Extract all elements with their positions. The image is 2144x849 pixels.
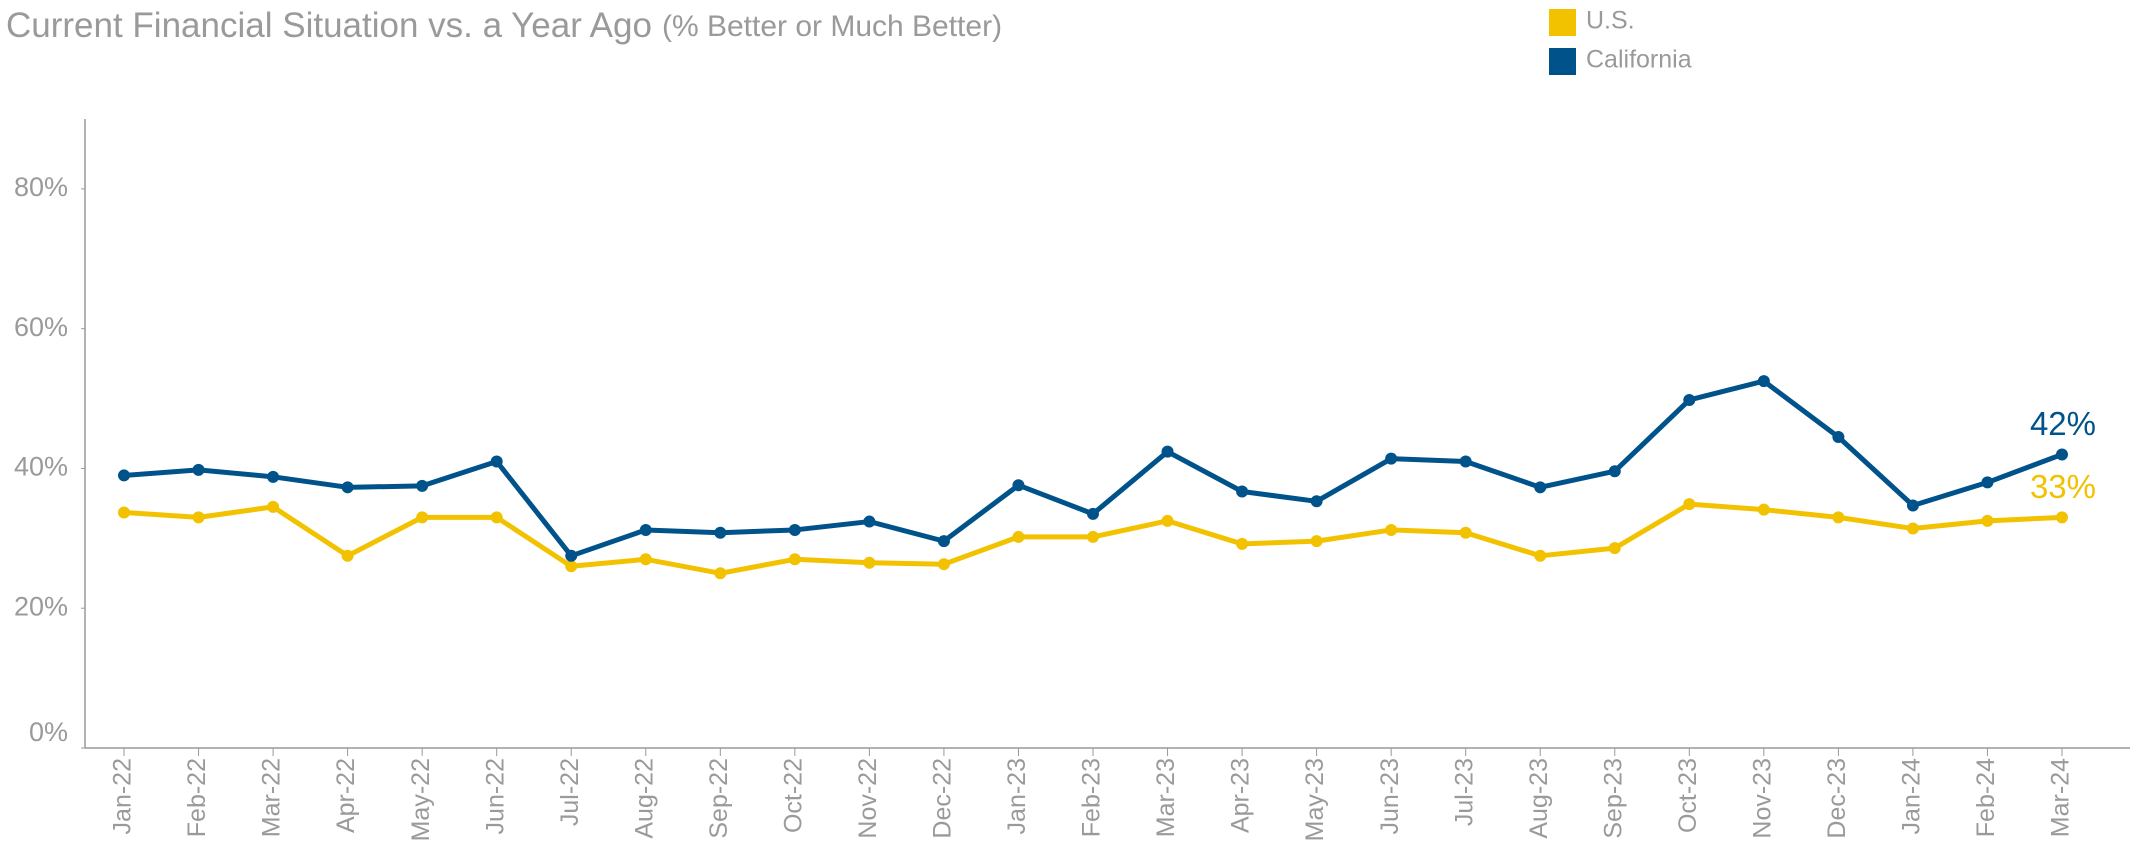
data-point xyxy=(490,511,503,524)
data-point xyxy=(1012,530,1025,543)
data-point xyxy=(2056,448,2068,461)
legend-label: California xyxy=(1586,46,1692,74)
data-point xyxy=(1087,530,1099,543)
data-point xyxy=(863,556,876,569)
data-point xyxy=(1459,526,1472,539)
data-label: 33% xyxy=(2030,468,2096,505)
y-tick-label: 20% xyxy=(14,591,68,621)
data-point xyxy=(714,526,727,539)
data-point xyxy=(1534,549,1547,562)
legend-label: U.S. xyxy=(1586,7,1635,35)
data-point xyxy=(1385,523,1398,536)
data-point xyxy=(1236,537,1249,550)
data-point xyxy=(1757,503,1770,516)
data-point xyxy=(1310,535,1323,548)
data-point xyxy=(341,549,354,562)
x-tick-label: Oct-23 xyxy=(1674,758,1702,833)
x-tick-label: Nov-23 xyxy=(1748,758,1776,839)
data-point xyxy=(714,567,727,580)
data-point xyxy=(1757,375,1770,388)
data-point xyxy=(416,511,429,524)
x-tick-label: Feb-23 xyxy=(1078,758,1106,837)
x-tick-label: May-23 xyxy=(1301,758,1329,841)
y-tick-label: 0% xyxy=(29,717,68,747)
y-tick-label: 60% xyxy=(14,312,68,342)
data-point xyxy=(1161,445,1174,458)
data-point xyxy=(490,455,503,468)
x-tick-label: Jan-23 xyxy=(1003,758,1031,834)
data-point xyxy=(1683,498,1696,511)
x-tick-label: Feb-24 xyxy=(1972,758,2000,837)
x-tick-label: Jun-22 xyxy=(481,758,509,834)
x-tick-label: Jun-23 xyxy=(1376,758,1404,834)
data-point xyxy=(1906,522,1919,535)
data-point xyxy=(788,523,801,536)
data-point xyxy=(1683,393,1696,406)
x-tick-label: Sep-22 xyxy=(705,758,733,839)
x-tick-label: Sep-23 xyxy=(1599,758,1627,839)
x-tick-label: Nov-22 xyxy=(854,758,882,839)
data-point xyxy=(267,470,280,483)
x-tick-label: Dec-23 xyxy=(1823,758,1851,839)
data-point xyxy=(1310,495,1323,508)
y-tick-label: 40% xyxy=(14,452,68,482)
data-point xyxy=(2056,511,2068,524)
data-point xyxy=(1608,542,1621,555)
x-tick-label: Mar-24 xyxy=(2047,758,2075,837)
data-point xyxy=(1832,511,1845,524)
data-point xyxy=(1832,430,1845,443)
data-point xyxy=(1534,481,1547,494)
data-point xyxy=(267,500,280,513)
data-point xyxy=(863,515,876,528)
data-label: 42% xyxy=(2030,405,2096,442)
data-point xyxy=(1981,514,1994,527)
chart-subtitle: (% Better or Much Better) xyxy=(662,10,1002,43)
data-point xyxy=(192,463,205,476)
data-point xyxy=(937,558,950,571)
x-tick-label: Jan-22 xyxy=(109,758,137,834)
x-tick-label: Oct-22 xyxy=(779,758,807,833)
data-point xyxy=(1608,465,1621,478)
data-point xyxy=(341,481,354,494)
data-point xyxy=(1906,499,1919,512)
data-point xyxy=(416,479,429,492)
data-point xyxy=(639,523,652,536)
data-point xyxy=(118,506,130,519)
data-point xyxy=(937,535,950,548)
data-point xyxy=(1385,452,1398,465)
x-tick-label: Jul-22 xyxy=(556,758,584,826)
x-tick-label: Jul-23 xyxy=(1450,758,1478,826)
y-tick-label: 80% xyxy=(14,172,68,202)
data-point xyxy=(565,560,578,573)
data-point xyxy=(1459,455,1472,468)
chart-title-group: Current Financial Situation vs. a Year A… xyxy=(6,6,1002,45)
chart-title: Current Financial Situation vs. a Year A… xyxy=(6,6,652,45)
data-point xyxy=(192,511,205,524)
x-tick-label: Aug-22 xyxy=(630,758,658,839)
x-tick-label: Aug-23 xyxy=(1525,758,1553,839)
x-tick-label: Jan-24 xyxy=(1898,758,1926,835)
data-point xyxy=(639,553,652,566)
data-point xyxy=(1087,507,1099,520)
x-tick-label: May-22 xyxy=(407,758,435,841)
data-point xyxy=(1981,476,1994,489)
legend-swatch xyxy=(1549,9,1576,36)
x-tick-label: Dec-22 xyxy=(929,758,957,839)
data-point xyxy=(1236,485,1249,498)
data-point xyxy=(1012,479,1025,492)
legend-swatch xyxy=(1549,48,1576,75)
data-point xyxy=(788,553,801,566)
x-tick-label: Apr-22 xyxy=(332,758,360,833)
x-tick-label: Apr-23 xyxy=(1227,758,1255,833)
x-tick-label: Mar-23 xyxy=(1152,758,1180,837)
series-line xyxy=(123,378,2063,559)
data-point xyxy=(1161,514,1174,527)
x-tick-label: Feb-22 xyxy=(183,758,211,837)
data-point xyxy=(118,469,130,482)
x-tick-label: Mar-22 xyxy=(258,758,286,837)
data-point xyxy=(565,549,578,562)
